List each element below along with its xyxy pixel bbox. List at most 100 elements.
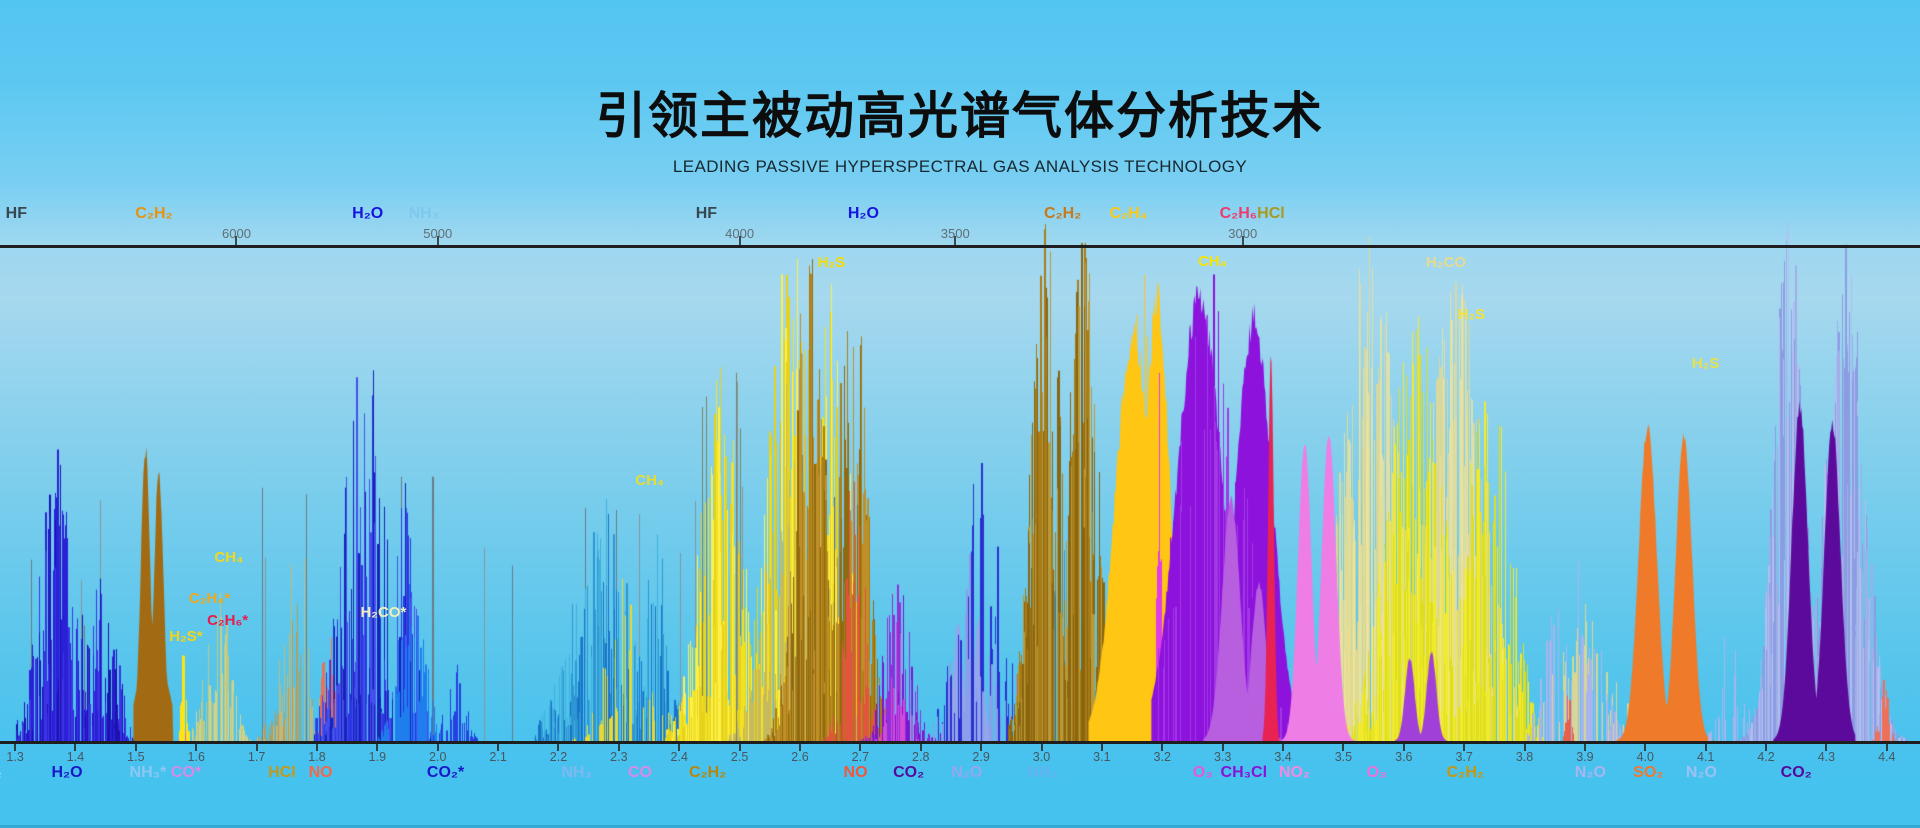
bottom-tick-label-3.8: 3.8 xyxy=(1515,750,1534,764)
bottom-gas-label-hcl-4: HCl xyxy=(268,764,296,781)
bottom-tick-4.2 xyxy=(1765,744,1768,751)
bottom-gas-label-co-11: CO₂ xyxy=(893,764,925,781)
bottom-tick-label-1.8: 1.8 xyxy=(308,750,326,764)
page-subtitle: LEADING PASSIVE HYPERSPECTRAL GAS ANALYS… xyxy=(672,157,1248,176)
bottom-tick-label-3.6: 3.6 xyxy=(1395,750,1413,764)
bottom-gas-label-ch-9: C₂H₂ xyxy=(688,764,727,781)
bottom-gas-label-co-6: CO₂* xyxy=(426,764,465,781)
bottom-tick-label-4.2: 4.2 xyxy=(1757,750,1775,764)
annotation-ch-5: CH₄ xyxy=(635,472,665,489)
bottom-gas-label-co-3: CO* xyxy=(170,764,202,781)
annotation-ch-7: C₂H₄* xyxy=(188,590,231,607)
bottom-axis-line xyxy=(0,741,1920,744)
annotation-ch-6: CH₄ xyxy=(214,549,244,566)
bottom-tick-3 xyxy=(1040,744,1043,751)
bottom-tick-2.1 xyxy=(497,744,500,751)
bottom-gas-label-nh-2: NH₃* xyxy=(129,764,167,781)
bottom-gas-label-no-5: NO xyxy=(308,764,333,781)
annotation-hco-2: H₂CO xyxy=(1426,254,1467,271)
bottom-tick-label-1.6: 1.6 xyxy=(187,750,205,764)
bottom-tick-label-3.4: 3.4 xyxy=(1274,750,1292,764)
bottom-tick-label-2.7: 2.7 xyxy=(851,750,870,764)
bottom-tick-3.3 xyxy=(1221,744,1224,751)
bottom-tick-label-2.9: 2.9 xyxy=(972,750,990,764)
bottom-tick-label-1.9: 1.9 xyxy=(368,750,387,764)
bottom-gas-label-ch-18: C₂H₂ xyxy=(1446,764,1485,781)
bottom-tick-1.9 xyxy=(376,744,379,751)
bottom-tick-label-4.3: 4.3 xyxy=(1817,750,1836,764)
annotation-hs-4: H₂S xyxy=(1691,355,1720,372)
bottom-tick-label-4.4: 4.4 xyxy=(1878,750,1896,764)
bottom-tick-4.1 xyxy=(1704,744,1707,751)
bottom-tick-2 xyxy=(436,744,439,751)
bottom-tick-label-1.7: 1.7 xyxy=(247,750,266,764)
bottom-tick-label-4: 4.0 xyxy=(1636,750,1654,764)
bottom-tick-4.4 xyxy=(1885,744,1888,751)
annotation-hco-10: H₂CO* xyxy=(360,604,407,621)
bottom-tick-1.4 xyxy=(74,744,77,751)
page-title: 引领主被动高光谱气体分析技术 xyxy=(596,87,1324,145)
annotation-hs-0: H₂S xyxy=(817,254,846,271)
bottom-tick-label-1.3: 1.3 xyxy=(6,750,24,764)
bottom-gas-label-no-12: N₂O xyxy=(951,764,983,781)
annotation-ch-8: C₂H₆* xyxy=(207,612,249,629)
annotation-hs-9: H₂S* xyxy=(169,628,203,645)
bottom-edge-strip xyxy=(0,825,1920,828)
bottom-gas-label-ho-1: H₂O xyxy=(51,764,83,781)
annotation-ch-1: CH₄ xyxy=(1197,253,1227,270)
annotation-hs-3: H₂S xyxy=(1457,306,1486,323)
bottom-tick-4 xyxy=(1644,744,1647,751)
bottom-gas-label-o-0: O₂ xyxy=(0,764,2,782)
bottom-tick-1.8 xyxy=(315,744,318,751)
bottom-tick-1.3 xyxy=(14,744,17,751)
bottom-tick-label-1.4: 1.4 xyxy=(66,750,85,764)
bottom-gas-label-nh-13: NH₃ xyxy=(1027,764,1058,781)
bottom-tick-2.6 xyxy=(799,744,801,751)
bottom-tick-2.7 xyxy=(859,744,862,751)
bottom-tick-2.9 xyxy=(980,744,983,751)
bottom-gas-label-so-20: SO₂ xyxy=(1633,764,1664,781)
bottom-tick-label-2: 2.0 xyxy=(429,750,447,764)
bottom-tick-label-3.2: 3.2 xyxy=(1153,750,1171,764)
bottom-tick-label-3.9: 3.9 xyxy=(1576,750,1594,764)
bottom-tick-2.3 xyxy=(617,744,620,751)
bottom-tick-3.4 xyxy=(1282,744,1285,751)
bottom-tick-2.5 xyxy=(738,744,741,751)
bottom-tick-3.9 xyxy=(1583,744,1586,751)
top-axis-line xyxy=(0,245,1920,248)
bottom-gas-label-chcl-15: CH₃Cl xyxy=(1220,764,1268,781)
bottom-tick-label-3: 3.0 xyxy=(1032,750,1051,764)
bottom-gas-label-no-19: N₂O xyxy=(1574,764,1606,781)
bottom-gas-label-no-16: NO₂ xyxy=(1278,764,1311,781)
bottom-tick-2.8 xyxy=(919,744,922,751)
bottom-gas-label-no-10: NO xyxy=(843,764,868,781)
bottom-gas-label-o-14: O₃ xyxy=(1192,764,1213,781)
bottom-tick-1.6 xyxy=(195,744,198,751)
bottom-gas-label-co-22: CO₂ xyxy=(1780,764,1812,781)
bottom-tick-label-3.7: 3.7 xyxy=(1455,750,1473,764)
bottom-tick-4.3 xyxy=(1825,744,1828,751)
bottom-tick-3.1 xyxy=(1100,744,1103,751)
bottom-tick-label-2.2: 2.2 xyxy=(549,750,568,764)
bottom-tick-label-2.4: 2.4 xyxy=(670,750,688,764)
bottom-tick-label-2.8: 2.8 xyxy=(912,750,930,764)
bottom-gas-label-o-17: O₃ xyxy=(1366,764,1387,781)
bottom-tick-1.7 xyxy=(255,744,258,751)
bottom-tick-label-2.1: 2.1 xyxy=(489,750,507,764)
bottom-tick-label-2.5: 2.5 xyxy=(730,750,749,764)
spectra-canvas xyxy=(0,205,1920,741)
bottom-tick-label-3.1: 3.1 xyxy=(1093,750,1111,764)
bottom-tick-3.8 xyxy=(1523,744,1526,751)
bottom-tick-label-2.6: 2.6 xyxy=(791,750,809,764)
bottom-tick-2.2 xyxy=(557,744,560,751)
bottom-tick-3.5 xyxy=(1342,744,1345,751)
bottom-tick-3.2 xyxy=(1161,744,1164,751)
bottom-tick-label-3.5: 3.5 xyxy=(1334,750,1353,764)
bottom-gas-label-no-21: N₂O xyxy=(1685,764,1717,781)
bottom-tick-label-1.5: 1.5 xyxy=(127,750,145,764)
bottom-tick-2.4 xyxy=(678,744,681,751)
bottom-gas-label-co-8: CO xyxy=(628,764,652,781)
bottom-tick-3.6 xyxy=(1402,744,1405,751)
bottom-tick-label-2.3: 2.3 xyxy=(610,750,628,764)
